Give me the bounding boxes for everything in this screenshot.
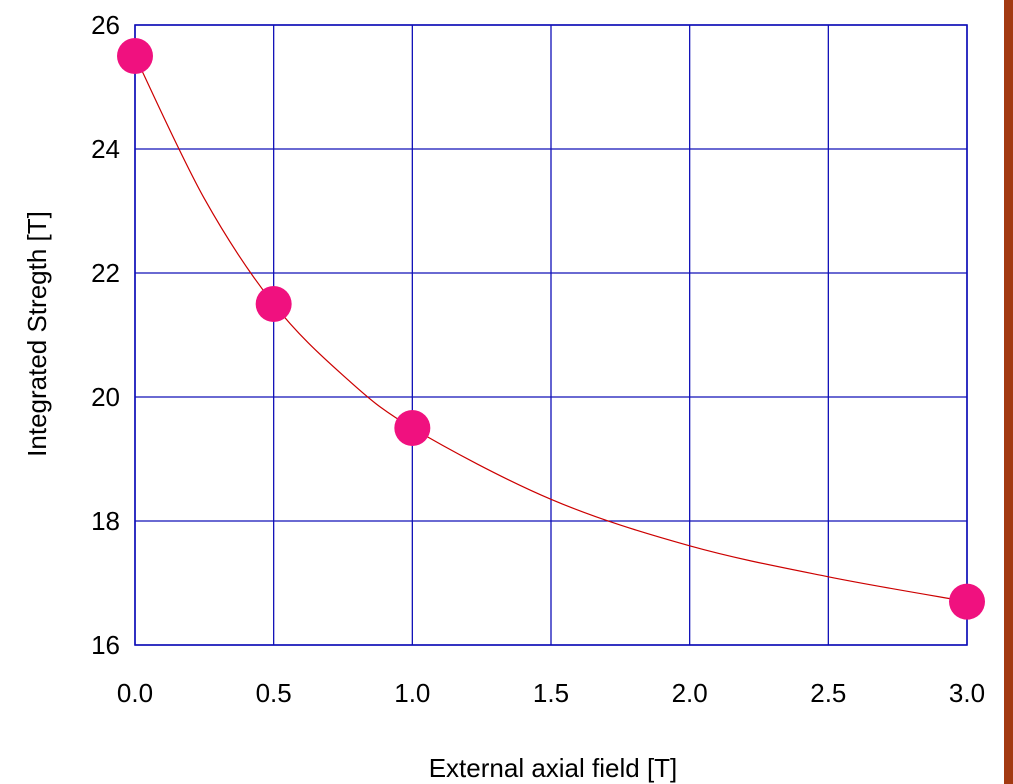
y-tick-labels: 16 18 20 22 24 26: [91, 10, 120, 660]
y-tick-label: 16: [91, 630, 120, 660]
y-tick-label: 18: [91, 506, 120, 536]
x-tick-label: 1.0: [394, 678, 430, 708]
y-tick-label: 20: [91, 382, 120, 412]
x-tick-label: 2.0: [672, 678, 708, 708]
data-point: [949, 583, 985, 620]
x-tick-label: 0.5: [256, 678, 292, 708]
y-tick-label: 22: [91, 258, 120, 288]
x-axis-title: External axial field [T]: [429, 753, 678, 783]
y-tick-label: 24: [91, 134, 120, 164]
x-tick-label: 2.5: [810, 678, 846, 708]
x-tick-label: 3.0: [949, 678, 985, 708]
x-tick-label: 0.0: [117, 678, 153, 708]
y-tick-label: 26: [91, 10, 120, 40]
plot-frame: [134, 24, 968, 646]
grid: [134, 24, 968, 646]
x-tick-label: 1.5: [533, 678, 569, 708]
y-axis-title: Integrated Stregth [T]: [22, 211, 52, 457]
x-tick-labels: 0.0 0.5 1.0 1.5 2.0 2.5 3.0: [117, 678, 985, 708]
data-point: [255, 286, 292, 322]
right-edge-bar: [1004, 0, 1013, 784]
data-point: [117, 38, 153, 74]
data-points-layer: [117, 38, 985, 620]
data-point: [394, 410, 431, 446]
